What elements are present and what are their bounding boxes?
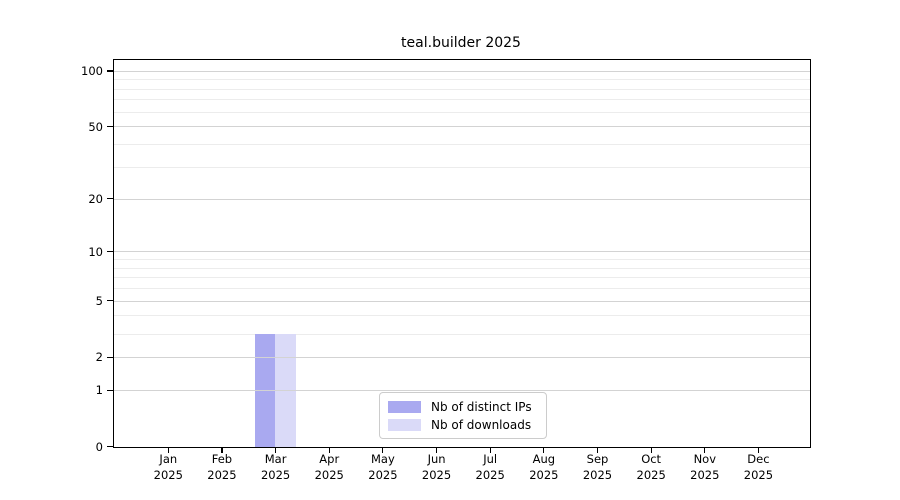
x-tick-label: Apr 2025 <box>297 452 361 483</box>
gridline-major <box>114 300 810 302</box>
gridline-major <box>114 70 810 72</box>
legend-entry-distinct-ips: Nb of distinct IPs <box>388 400 538 414</box>
legend-entry-downloads: Nb of downloads <box>388 418 538 432</box>
x-tick-label-year: 2025 <box>368 467 398 482</box>
y-tick <box>107 198 113 200</box>
x-tick-label-year: 2025 <box>690 467 720 482</box>
y-tick <box>107 356 113 358</box>
x-tick <box>167 447 169 453</box>
gridline-minor <box>114 277 810 279</box>
gridline-minor <box>114 315 810 317</box>
x-tick-label-month: Dec <box>747 452 770 466</box>
gridline-major <box>114 390 810 392</box>
x-tick <box>704 447 706 453</box>
y-tick <box>107 250 113 253</box>
distinct-ips-swatch <box>388 400 421 413</box>
y-tick-label: 20 <box>88 191 103 206</box>
x-tick-label-month: Sep <box>586 452 609 466</box>
x-tick <box>382 447 384 453</box>
plot-area: Nb of distinct IPs Nb of downloads <box>113 59 811 448</box>
gridline-major <box>114 251 810 253</box>
x-tick-label-month: Jun <box>427 452 446 466</box>
y-tick <box>107 389 113 391</box>
gridline-minor <box>114 259 810 261</box>
x-tick <box>596 447 599 453</box>
gridline-minor <box>114 111 810 113</box>
x-tick-label-month: May <box>371 452 395 466</box>
legend: Nb of distinct IPs Nb of downloads <box>379 392 547 439</box>
x-tick-label: Feb 2025 <box>190 452 254 483</box>
x-tick <box>275 447 277 453</box>
x-tick <box>221 447 223 453</box>
x-tick-label: May 2025 <box>351 452 415 483</box>
y-tick-label: 0 <box>95 439 103 454</box>
chart-title: teal.builder 2025 <box>401 35 521 51</box>
gridline-major <box>114 126 810 128</box>
x-tick-label-year: 2025 <box>529 467 559 482</box>
x-tick <box>489 447 491 453</box>
x-tick-label-month: Aug <box>532 452 556 466</box>
x-tick <box>543 447 545 453</box>
x-tick-label-year: 2025 <box>153 467 183 482</box>
x-tick-label: Nov 2025 <box>673 452 737 483</box>
x-tick <box>435 447 438 453</box>
downloads-label: Nb of downloads <box>431 417 532 432</box>
x-tick-label: Aug 2025 <box>512 452 576 483</box>
x-tick-label-month: Feb <box>211 452 233 466</box>
x-tick-label: Mar 2025 <box>244 452 308 483</box>
x-tick-label-month: Mar <box>264 452 287 466</box>
x-tick-label: Jun 2025 <box>405 452 469 483</box>
x-tick-label-year: 2025 <box>636 467 666 482</box>
downloads-swatch <box>388 418 421 431</box>
x-tick-label-year: 2025 <box>314 467 344 482</box>
gridline-major <box>114 198 810 200</box>
x-tick-label-year: 2025 <box>421 467 452 482</box>
gridline-minor <box>114 333 810 335</box>
x-tick-label-year: 2025 <box>743 467 774 482</box>
y-tick <box>107 446 113 448</box>
x-tick-label: Jan 2025 <box>136 452 200 483</box>
x-tick-label: Oct 2025 <box>619 452 683 483</box>
y-tick-label: 2 <box>95 350 103 365</box>
x-tick-label-year: 2025 <box>207 467 237 482</box>
gridline-minor <box>114 99 810 101</box>
y-tick <box>107 70 113 72</box>
gridline-minor <box>114 79 810 81</box>
x-tick <box>757 447 760 453</box>
x-tick-label-year: 2025 <box>582 467 613 482</box>
gridline-major <box>114 357 810 359</box>
x-tick-label-month: Apr <box>319 452 340 466</box>
x-tick-label-year: 2025 <box>475 467 505 482</box>
x-tick-label: Jul 2025 <box>458 452 522 483</box>
y-tick-label: 1 <box>95 383 103 398</box>
gridline-minor <box>114 267 810 269</box>
x-tick <box>328 447 330 453</box>
distinct-ips-label: Nb of distinct IPs <box>431 399 532 414</box>
x-tick-label: Sep 2025 <box>566 452 630 483</box>
gridline-minor <box>114 166 810 168</box>
y-tick <box>107 300 113 302</box>
x-tick-label-month: Nov <box>693 452 717 466</box>
gridline-minor <box>114 144 810 146</box>
x-tick-label-month: Jul <box>483 452 498 466</box>
x-tick-label-month: Oct <box>641 452 662 466</box>
y-tick-label: 10 <box>88 244 103 259</box>
x-tick-label: Dec 2025 <box>726 452 790 483</box>
y-tick-label: 50 <box>88 119 103 134</box>
x-tick-label-year: 2025 <box>260 467 291 482</box>
y-tick-label: 100 <box>81 64 103 79</box>
gridline-minor <box>114 88 810 90</box>
gridline-minor <box>114 288 810 290</box>
y-tick <box>107 126 113 128</box>
x-tick-label-month: Jan <box>159 452 178 466</box>
x-tick <box>650 447 652 453</box>
y-tick-label: 5 <box>95 293 103 308</box>
